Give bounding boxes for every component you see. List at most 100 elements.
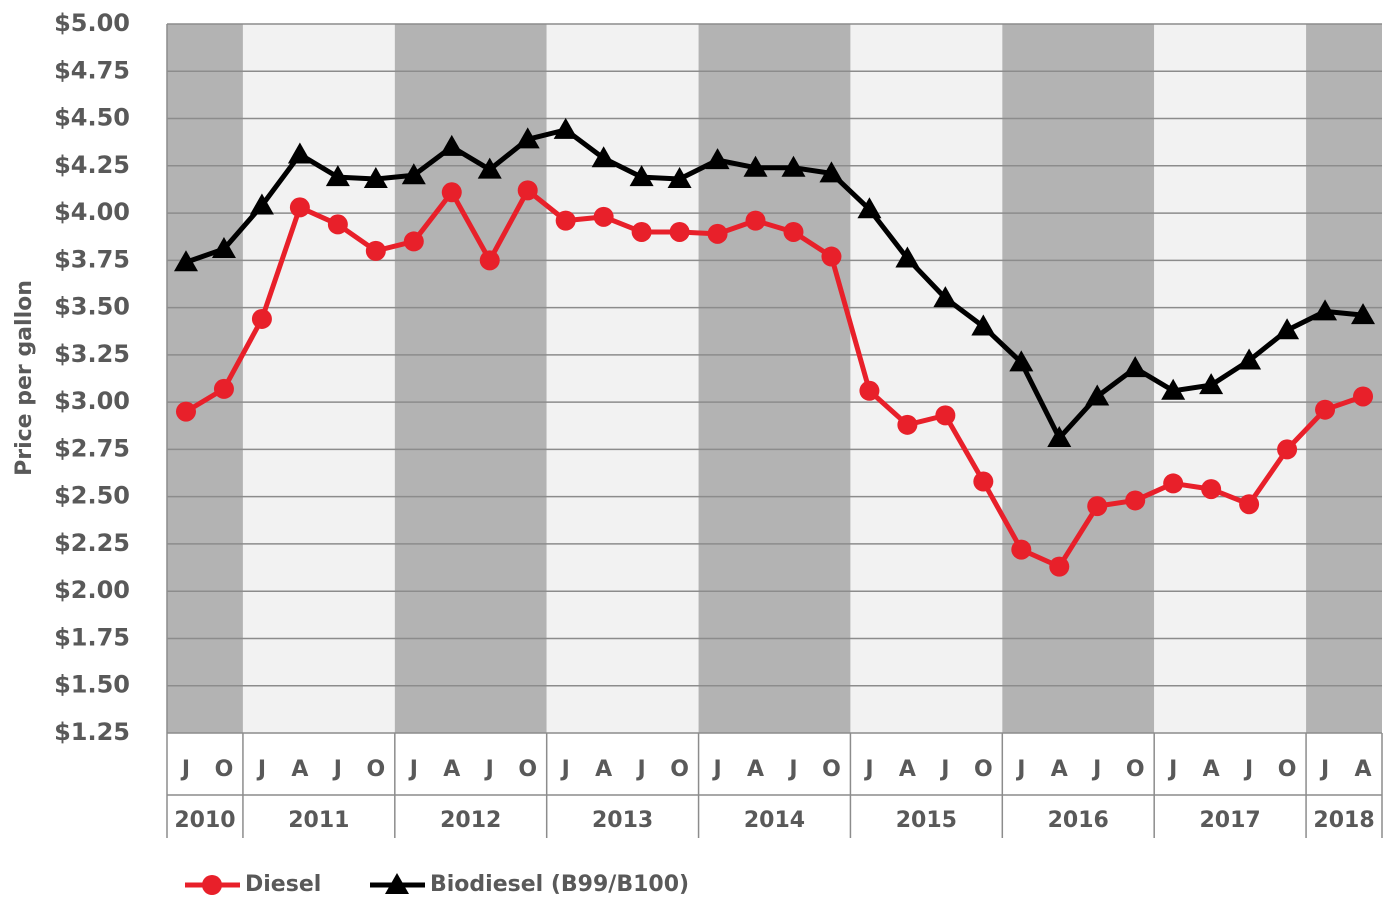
group-label: 2012: [440, 808, 501, 833]
x-tick-label: O: [974, 757, 993, 782]
data-point: [669, 221, 690, 242]
year-band: [546, 24, 699, 733]
data-point: [363, 167, 388, 189]
year-band: [1002, 24, 1155, 733]
legend-label: Biodiesel (B99/B100): [430, 872, 689, 897]
year-band: [698, 24, 851, 733]
data-point: [249, 193, 274, 215]
data-point: [745, 210, 766, 231]
data-point: [971, 314, 996, 336]
y-tick-label: $4.75: [54, 56, 130, 84]
data-point: [667, 167, 692, 189]
data-point: [631, 221, 652, 242]
data-point: [1009, 350, 1034, 372]
y-tick-label: $4.25: [54, 151, 130, 179]
x-tick-label: A: [1051, 757, 1068, 782]
x-tick-label: J: [1319, 757, 1329, 782]
data-point: [859, 380, 880, 401]
data-point: [933, 286, 958, 308]
data-point: [327, 214, 348, 235]
x-tick-label: O: [1278, 757, 1297, 782]
x-tick-label: J: [1091, 757, 1101, 782]
group-label: 2015: [896, 808, 957, 833]
data-point: [1161, 378, 1186, 400]
x-tick-label: A: [747, 757, 764, 782]
data-point: [553, 117, 578, 139]
y-tick-label: $3.50: [54, 293, 130, 321]
data-point: [289, 197, 310, 218]
group-label: 2011: [288, 808, 349, 833]
x-tick-label: J: [863, 757, 873, 782]
x-tick-label: J: [332, 757, 342, 782]
group-label: 2013: [592, 808, 653, 833]
x-tick-label: J: [636, 757, 646, 782]
data-point: [555, 210, 576, 231]
data-point: [1351, 303, 1376, 325]
year-band: [1306, 24, 1382, 733]
data-point: [1199, 373, 1224, 395]
data-point: [477, 157, 502, 179]
legend-marker: [385, 873, 409, 894]
data-point: [1011, 539, 1032, 560]
data-point: [1087, 496, 1108, 517]
data-point: [1277, 439, 1298, 460]
data-point: [439, 134, 464, 156]
data-point: [707, 223, 728, 244]
y-tick-label: $3.75: [54, 245, 130, 273]
x-tick-label: J: [256, 757, 266, 782]
data-point: [897, 414, 918, 435]
data-point: [1201, 479, 1222, 500]
data-point: [1239, 494, 1260, 515]
data-point: [935, 405, 956, 426]
x-tick-label: O: [366, 757, 385, 782]
data-point: [857, 197, 882, 219]
data-point: [1163, 473, 1184, 494]
y-tick-label: $2.75: [54, 434, 130, 462]
y-tick-label: $2.00: [54, 576, 130, 604]
data-point: [973, 471, 994, 492]
y-axis-title: Price per gallon: [12, 280, 37, 476]
y-tick-label: $4.00: [54, 198, 130, 226]
data-point: [821, 246, 842, 267]
x-tick-label: J: [180, 757, 190, 782]
data-point: [593, 206, 614, 227]
data-point: [441, 182, 462, 203]
data-point: [705, 148, 730, 170]
data-point: [173, 250, 198, 272]
year-band: [1154, 24, 1307, 733]
group-label: 2010: [174, 808, 235, 833]
x-tick-label: J: [939, 757, 949, 782]
y-tick-label: $1.75: [54, 623, 130, 651]
data-point: [783, 221, 804, 242]
legend-label: Diesel: [245, 872, 321, 897]
data-point: [515, 127, 540, 149]
x-tick-label: J: [1015, 757, 1025, 782]
data-point: [629, 165, 654, 187]
x-tick-label: J: [1243, 757, 1253, 782]
group-label: 2018: [1313, 808, 1374, 833]
data-point: [1313, 299, 1338, 321]
data-point: [743, 155, 768, 177]
x-tick-label: A: [1203, 757, 1220, 782]
y-tick-label: $3.25: [54, 340, 130, 368]
data-point: [1275, 318, 1300, 340]
data-point: [403, 231, 424, 252]
x-tick-label: O: [822, 757, 841, 782]
x-tick-label: O: [1126, 757, 1145, 782]
data-point: [213, 378, 234, 399]
data-point: [401, 163, 426, 185]
y-tick-label: $2.50: [54, 482, 130, 510]
data-point: [325, 165, 350, 187]
data-point: [1085, 384, 1110, 406]
x-tick-label: J: [787, 757, 797, 782]
year-band: [242, 24, 395, 733]
y-tick-label: $2.25: [54, 529, 130, 557]
x-tick-label: A: [1355, 757, 1372, 782]
year-band: [394, 24, 547, 733]
x-tick-label: J: [560, 757, 570, 782]
y-tick-label: $4.50: [54, 104, 130, 132]
y-tick-label: $1.25: [54, 718, 130, 746]
data-point: [1315, 399, 1336, 420]
data-point: [287, 142, 312, 164]
